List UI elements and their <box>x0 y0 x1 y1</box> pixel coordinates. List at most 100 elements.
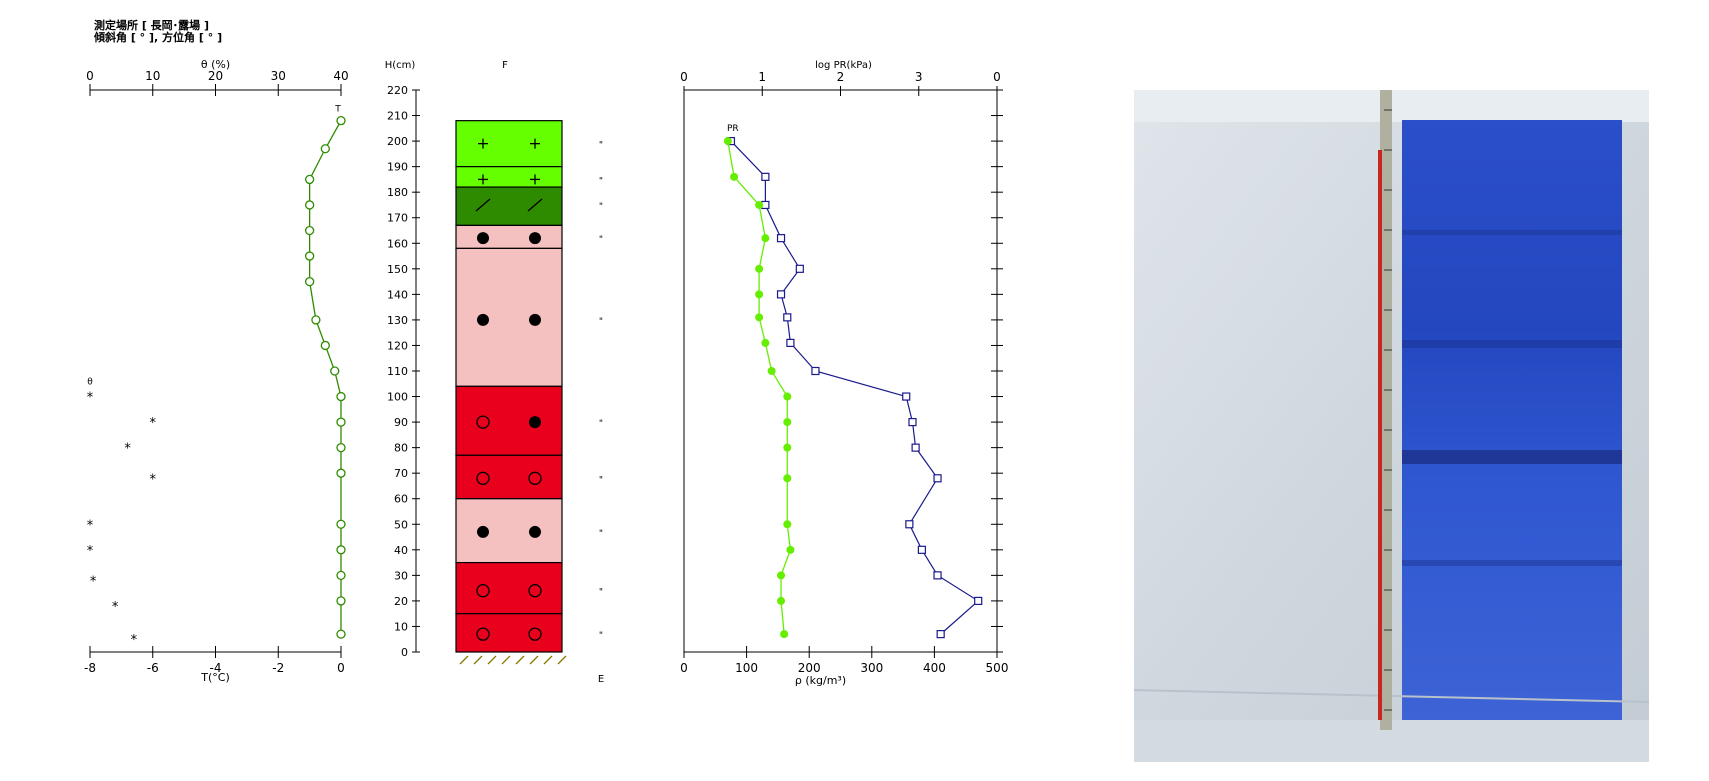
melt-form-symbol <box>476 584 490 598</box>
density-point <box>933 571 942 580</box>
resistance-point <box>730 172 739 181</box>
temperature-point <box>304 276 315 287</box>
rho-tick-label: 400 <box>923 661 946 675</box>
temperature-point <box>336 596 346 606</box>
resistance-point <box>761 234 770 243</box>
resistance-point <box>777 596 786 605</box>
theta-point: * <box>150 416 157 431</box>
resistance-point <box>783 520 792 529</box>
pr-axis-title: log PR(kPa) <box>815 60 872 71</box>
theta-point: * <box>112 600 119 615</box>
temperature-point <box>336 417 346 427</box>
ground-label: E <box>598 674 604 685</box>
snow-pit-photo <box>1134 90 1649 762</box>
resistance-point <box>786 545 795 554</box>
density-point <box>776 290 786 299</box>
site-location: 測定場所 [ 長岡･露場 ] <box>94 19 210 32</box>
ground-hatch <box>501 655 511 665</box>
theta-axis-title: θ (%) <box>201 58 230 71</box>
pr-tick-label: 2 <box>837 70 845 84</box>
height-tick-label: 0 <box>401 646 408 659</box>
theta-point: * <box>150 472 157 487</box>
site-header: 測定場所 [ 長岡･露場 ] 傾斜角 [ ° ], 方位角 [ ° ] <box>94 20 222 44</box>
rounded-grain-symbol <box>529 525 541 538</box>
height-tick-label: 120 <box>387 339 408 352</box>
temperature-point <box>336 570 346 581</box>
rounded-grain-symbol <box>477 313 489 326</box>
theta-tick-label: 10 <box>145 69 160 83</box>
snow-layer <box>455 385 563 456</box>
ground-hatch <box>515 655 525 665</box>
height-tick-label: 140 <box>387 288 408 301</box>
resistance-point <box>783 418 792 427</box>
theta-point: * <box>87 518 94 533</box>
theta-tick-label: 20 <box>208 69 223 83</box>
height-tick-label: 130 <box>387 314 408 327</box>
pr-tick-label: 3 <box>915 70 923 84</box>
melt-form-symbol <box>528 471 542 485</box>
resistance-point <box>780 630 789 639</box>
height-tick-label: 60 <box>394 493 408 506</box>
density-point <box>761 172 770 181</box>
temp-tick-label: -4 <box>210 661 222 675</box>
decomposed-snow-symbol <box>475 198 491 212</box>
pr-tick-label: 0 <box>993 70 1001 84</box>
temperature-moisture-chart: θ (%) 0 10 20 30 40 T(°C) -8 -6 -4 -2 0 Tθ * * * * * * * * * <box>84 58 349 684</box>
rho-axis-title: ρ (kg/m³) <box>795 674 846 687</box>
snow-layer-diagram: H(cm) 0 10 20 30 40 50 60 70 80 90 100 110 120 130 140 1… <box>385 60 604 685</box>
hardness-mark: " <box>599 631 603 641</box>
theta-point: * <box>87 391 94 406</box>
rounded-grain-symbol <box>477 232 489 245</box>
temperature-point <box>336 519 346 529</box>
density-point <box>902 392 911 401</box>
rounded-grain-symbol <box>529 232 541 245</box>
resistance-point <box>755 313 764 322</box>
temp-tick-label: -2 <box>272 661 284 675</box>
height-tick-label: 90 <box>394 416 408 429</box>
height-tick-label: 10 <box>394 620 408 633</box>
resistance-point <box>783 443 792 452</box>
theta-tick-label: 30 <box>271 69 286 83</box>
ground-hatch <box>529 655 539 665</box>
height-tick-label: 110 <box>387 365 408 378</box>
resistance-line <box>727 140 792 635</box>
ground-hatch <box>473 655 483 665</box>
density-point <box>795 264 804 273</box>
melt-form-symbol <box>528 627 542 641</box>
temp-tick-label: -6 <box>147 661 159 675</box>
hardness-mark: " <box>599 475 603 485</box>
height-tick-label: 80 <box>394 442 408 455</box>
temp-tick-label: 0 <box>337 661 345 675</box>
height-tick-label: 160 <box>387 237 408 250</box>
density-plot-frame <box>683 89 998 653</box>
theta-series-label: θ <box>87 378 93 388</box>
snow-layer <box>455 186 563 226</box>
temperature-point <box>304 251 315 261</box>
density-point <box>905 520 914 529</box>
resistance-point <box>755 290 764 299</box>
rho-tick-label: 500 <box>986 661 1009 675</box>
height-tick-label: 100 <box>387 391 408 404</box>
density-line <box>730 140 980 635</box>
decomposed-snow-symbol <box>527 198 543 212</box>
density-point <box>933 474 942 483</box>
snow-layer <box>455 498 563 564</box>
melt-form-symbol <box>476 415 490 429</box>
hardness-mark: " <box>599 202 603 212</box>
density-point <box>917 545 926 554</box>
hardness-mark: " <box>599 235 603 245</box>
ground-hatch <box>487 655 497 665</box>
rounded-grain-symbol <box>477 525 489 538</box>
hardness-mark: " <box>599 529 603 539</box>
temperature-line <box>308 120 342 635</box>
temperature-point <box>336 545 346 555</box>
height-tick-label: 180 <box>387 186 408 199</box>
ground-hatch <box>543 655 553 665</box>
rho-tick-label: 100 <box>735 661 758 675</box>
rho-tick-label: 0 <box>680 661 688 675</box>
temperature-point <box>304 174 315 185</box>
ground-hatch <box>557 655 567 665</box>
slope-orientation: 傾斜角 [ ° ], 方位角 [ ° ] <box>94 31 223 44</box>
